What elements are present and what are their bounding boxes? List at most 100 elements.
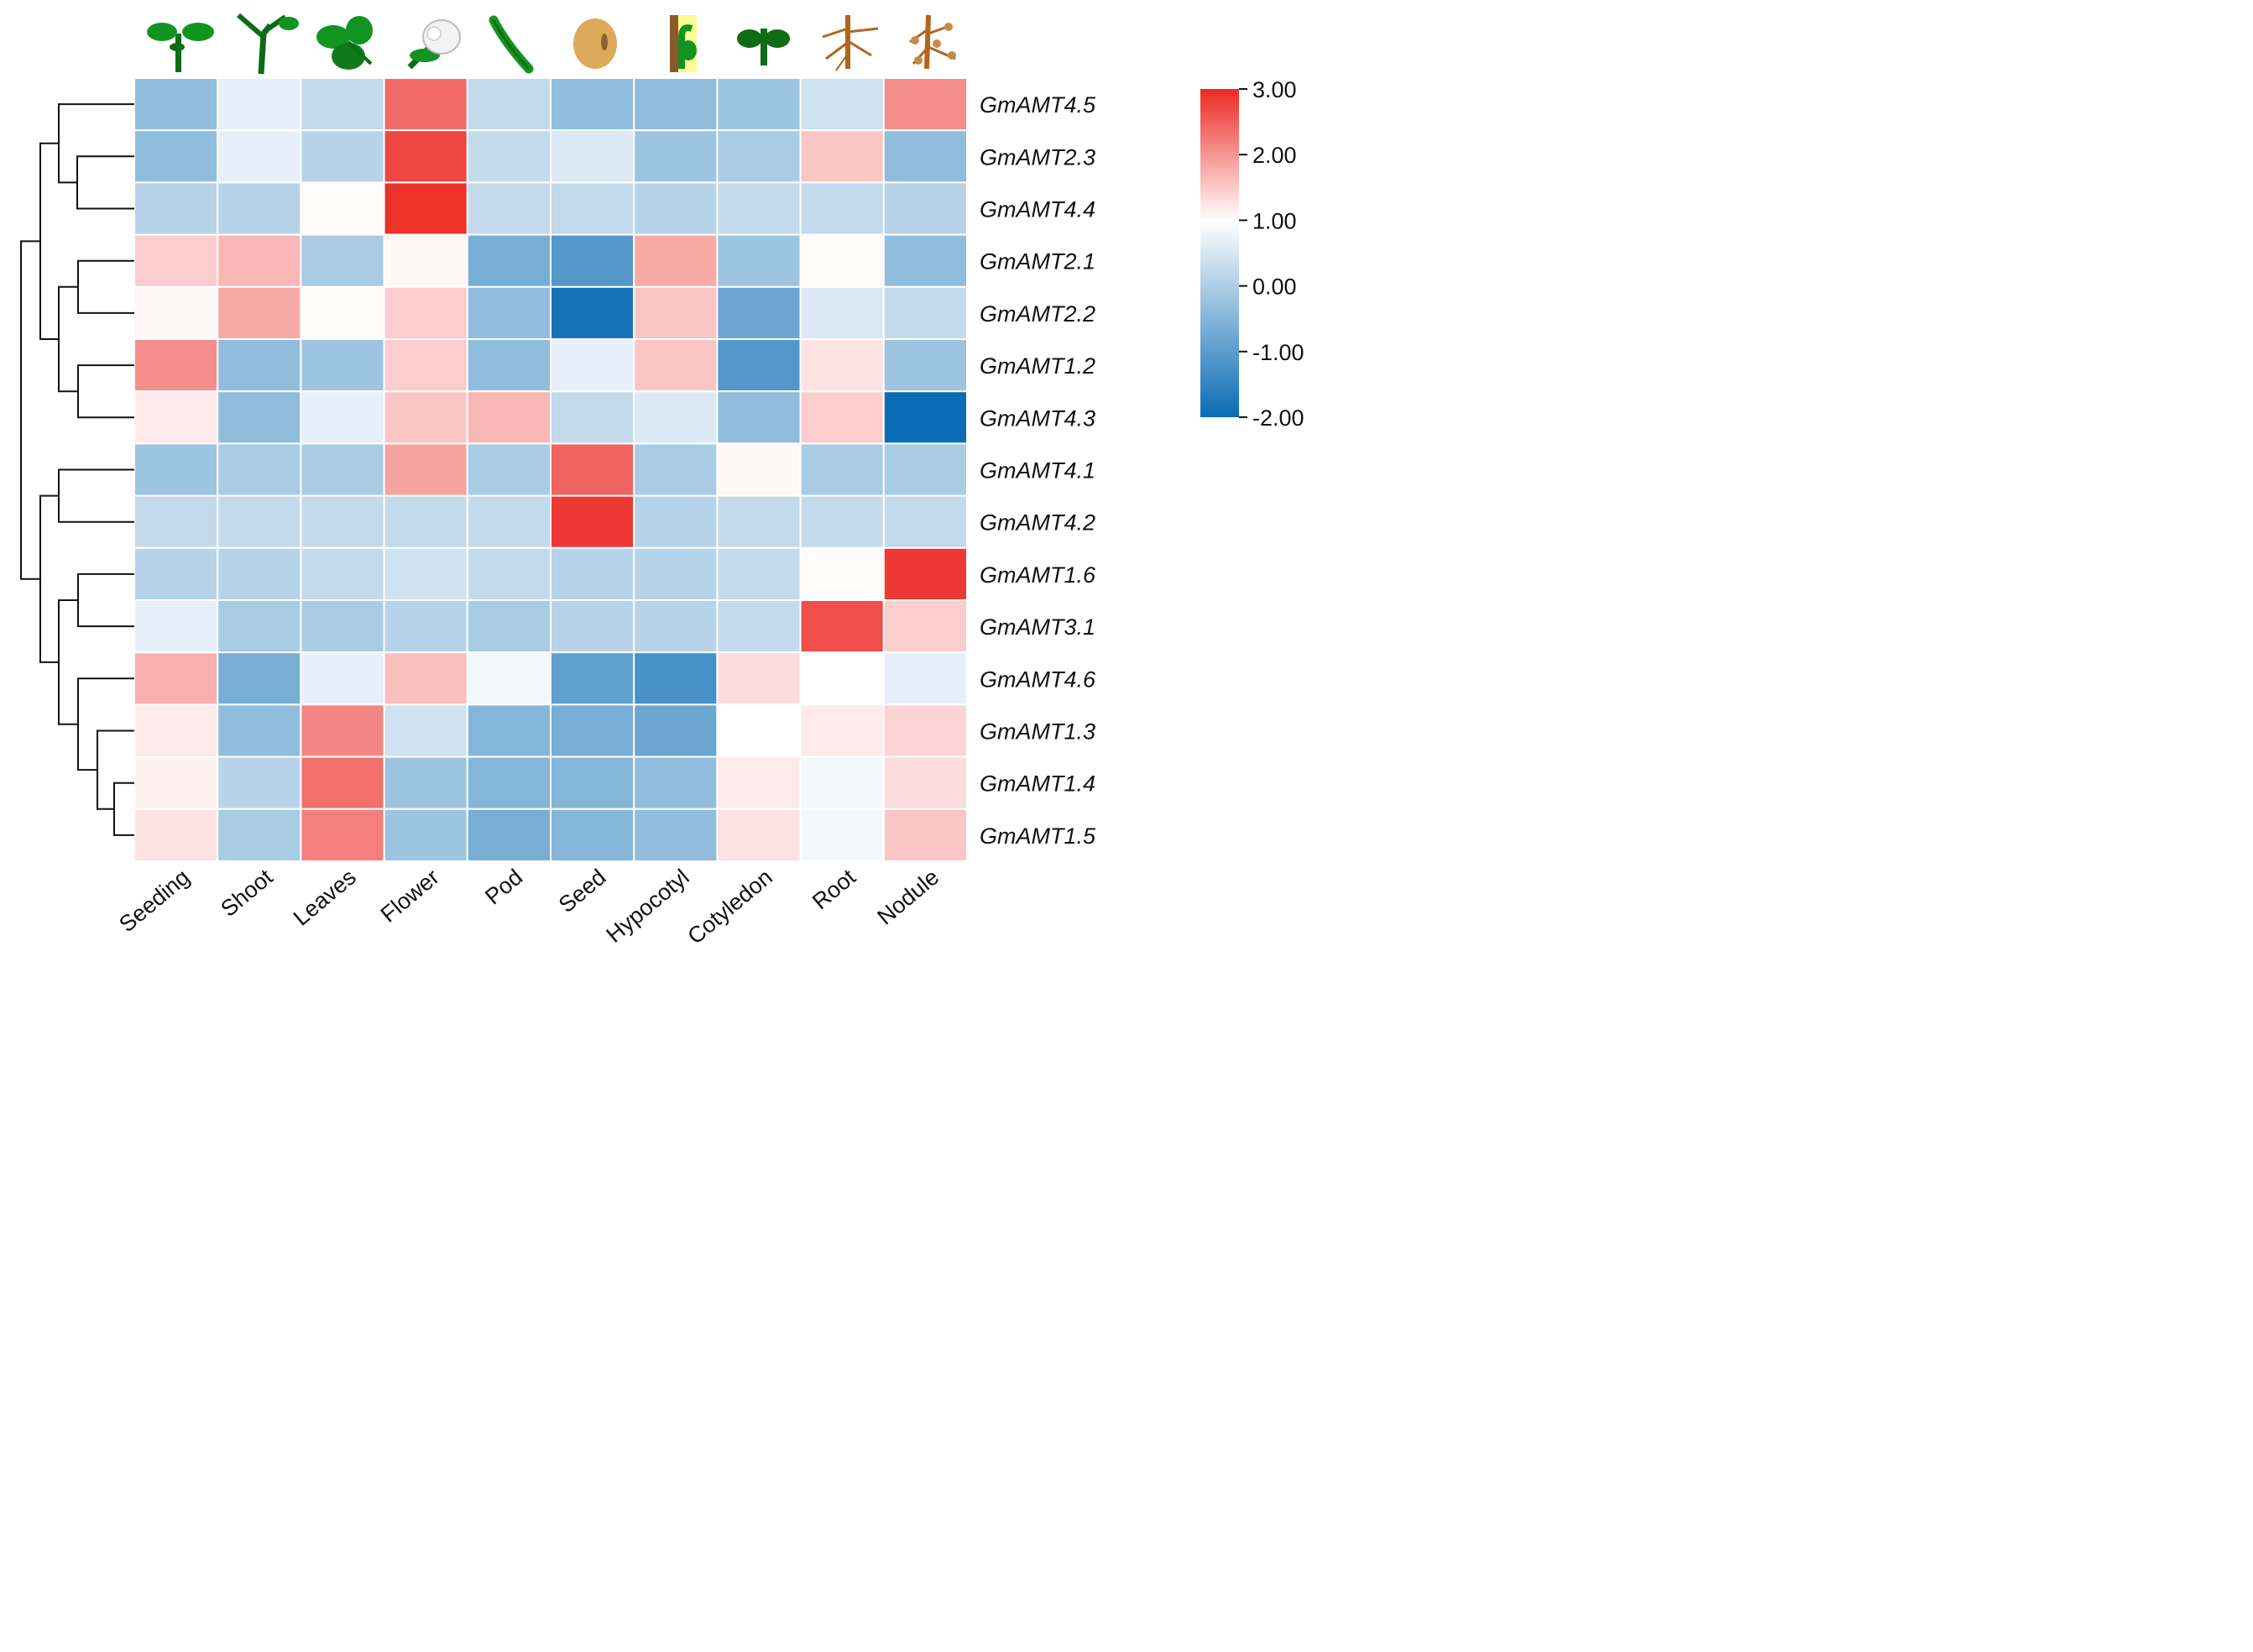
heatmap-cell — [716, 233, 802, 288]
colorbar-ticks: 3.00 2.00 1.00 0.00 -1.00 -2.00 — [1239, 77, 1304, 431]
heatmap-cell — [716, 651, 802, 706]
colorbar-tick-label: -2.00 — [1252, 405, 1304, 431]
heatmap-cell — [133, 285, 219, 340]
heatmap-cells — [133, 77, 969, 862]
heatmap-cell — [716, 181, 802, 236]
heatmap-cell — [466, 233, 551, 288]
heatmap-cell — [882, 808, 969, 862]
heatmap-cell — [550, 285, 635, 340]
dendrogram-branch — [20, 240, 40, 580]
heatmap-cell — [550, 390, 635, 445]
heatmap-cell — [217, 442, 302, 497]
heatmap-cell — [550, 703, 635, 758]
heatmap-cell — [466, 494, 551, 549]
heatmap-cell — [882, 755, 969, 810]
dendrogram-branch — [58, 599, 78, 725]
heatmap-cell — [466, 808, 551, 862]
heatmap-cell — [383, 442, 468, 497]
heatmap-cell — [799, 651, 885, 706]
leaves-icon — [316, 16, 373, 70]
heatmap-cell — [133, 77, 219, 132]
dendrogram-branch — [58, 285, 78, 393]
heatmap-cell — [383, 129, 468, 184]
row-labels: GmAMT4.5 GmAMT2.3 GmAMT4.4 GmAMT2.1 GmAMT2.2… — [980, 92, 1096, 849]
heatmap-cell — [633, 651, 719, 706]
heatmap-cell — [799, 703, 885, 758]
heatmap-cell — [716, 599, 802, 654]
heatmap-figure: GmAMT4.5 GmAMT2.3 GmAMT4.4 GmAMT2.1 GmAMT2.2… — [0, 0, 1316, 965]
heatmap-cell — [300, 808, 385, 862]
heatmap-cell — [550, 338, 635, 393]
heatmap-cell — [300, 494, 385, 549]
heatmap-cell — [799, 129, 885, 184]
heatmap-cell — [550, 442, 635, 497]
heatmap-cell — [633, 599, 719, 654]
colorbar-tick-label: 1.00 — [1252, 208, 1297, 233]
column-label: Flower — [376, 865, 444, 928]
heatmap-cell — [466, 651, 551, 706]
row-label: GmAMT4.2 — [980, 510, 1095, 536]
heatmap-cell — [383, 285, 468, 340]
colorbar-tick-label: 0.00 — [1252, 274, 1297, 300]
heatmap-cell — [217, 338, 302, 393]
heatmap-cell — [217, 808, 302, 862]
heatmap-cell — [633, 181, 719, 236]
heatmap-cell — [550, 808, 635, 862]
heatmap-cell — [550, 546, 635, 601]
colorbar-tick-label: 3.00 — [1252, 77, 1297, 102]
heatmap-cell — [716, 494, 802, 549]
heatmap-cell — [133, 181, 219, 236]
heatmap-cell — [882, 338, 969, 393]
row-label: GmAMT4.5 — [980, 92, 1096, 118]
row-label: GmAMT1.4 — [980, 771, 1095, 797]
heatmap-cell — [799, 390, 885, 445]
column-label: Seed — [554, 865, 611, 918]
heatmap-cell — [133, 599, 219, 654]
heatmap-cell — [300, 703, 385, 758]
heatmap-cell — [466, 285, 551, 340]
heatmap-cell — [217, 77, 302, 132]
row-label: GmAMT4.6 — [980, 667, 1096, 692]
heatmap-cell — [300, 755, 385, 810]
flower-icon — [407, 19, 461, 70]
heatmap-cell — [633, 442, 719, 497]
heatmap-cell — [716, 129, 802, 184]
heatmap-cell — [217, 181, 302, 236]
heatmap-cell — [300, 442, 385, 497]
heatmap-cell — [550, 755, 635, 810]
dendrogram-branch — [76, 155, 134, 210]
heatmap-cell — [383, 494, 468, 549]
heatmap-cell — [217, 755, 302, 810]
heatmap-cell — [550, 651, 635, 706]
heatmap-cell — [799, 77, 885, 132]
dendrogram-branch — [113, 782, 134, 836]
heatmap-cell — [716, 703, 802, 758]
heatmap-cell — [799, 494, 885, 549]
row-label: GmAMT3.1 — [980, 614, 1095, 640]
heatmap-cell — [882, 390, 969, 445]
heatmap-cell — [300, 338, 385, 393]
row-label: GmAMT1.5 — [980, 823, 1096, 849]
heatmap-cell — [550, 494, 635, 549]
heatmap-cell — [799, 181, 885, 236]
heatmap-cell — [466, 338, 551, 393]
column-label: Pod — [480, 865, 527, 910]
heatmap-cell — [217, 285, 302, 340]
heatmap-cell — [882, 129, 969, 184]
heatmap-cell — [799, 546, 885, 601]
heatmap-cell — [383, 181, 468, 236]
heatmap-cell — [383, 390, 468, 445]
heatmap-cell — [799, 755, 885, 810]
row-label: GmAMT4.1 — [980, 458, 1095, 484]
heatmap-cell — [716, 755, 802, 810]
colorbar-tick-label: -1.00 — [1252, 340, 1304, 365]
heatmap-cell — [300, 181, 385, 236]
heatmap-cell — [300, 129, 385, 184]
heatmap-cell — [799, 285, 885, 340]
heatmap-cell — [466, 755, 551, 810]
hypocotyl-icon — [670, 15, 697, 72]
heatmap-cell — [133, 338, 219, 393]
heatmap-cell — [217, 390, 302, 445]
heatmap-cell — [133, 546, 219, 601]
heatmap-cell — [633, 755, 719, 810]
